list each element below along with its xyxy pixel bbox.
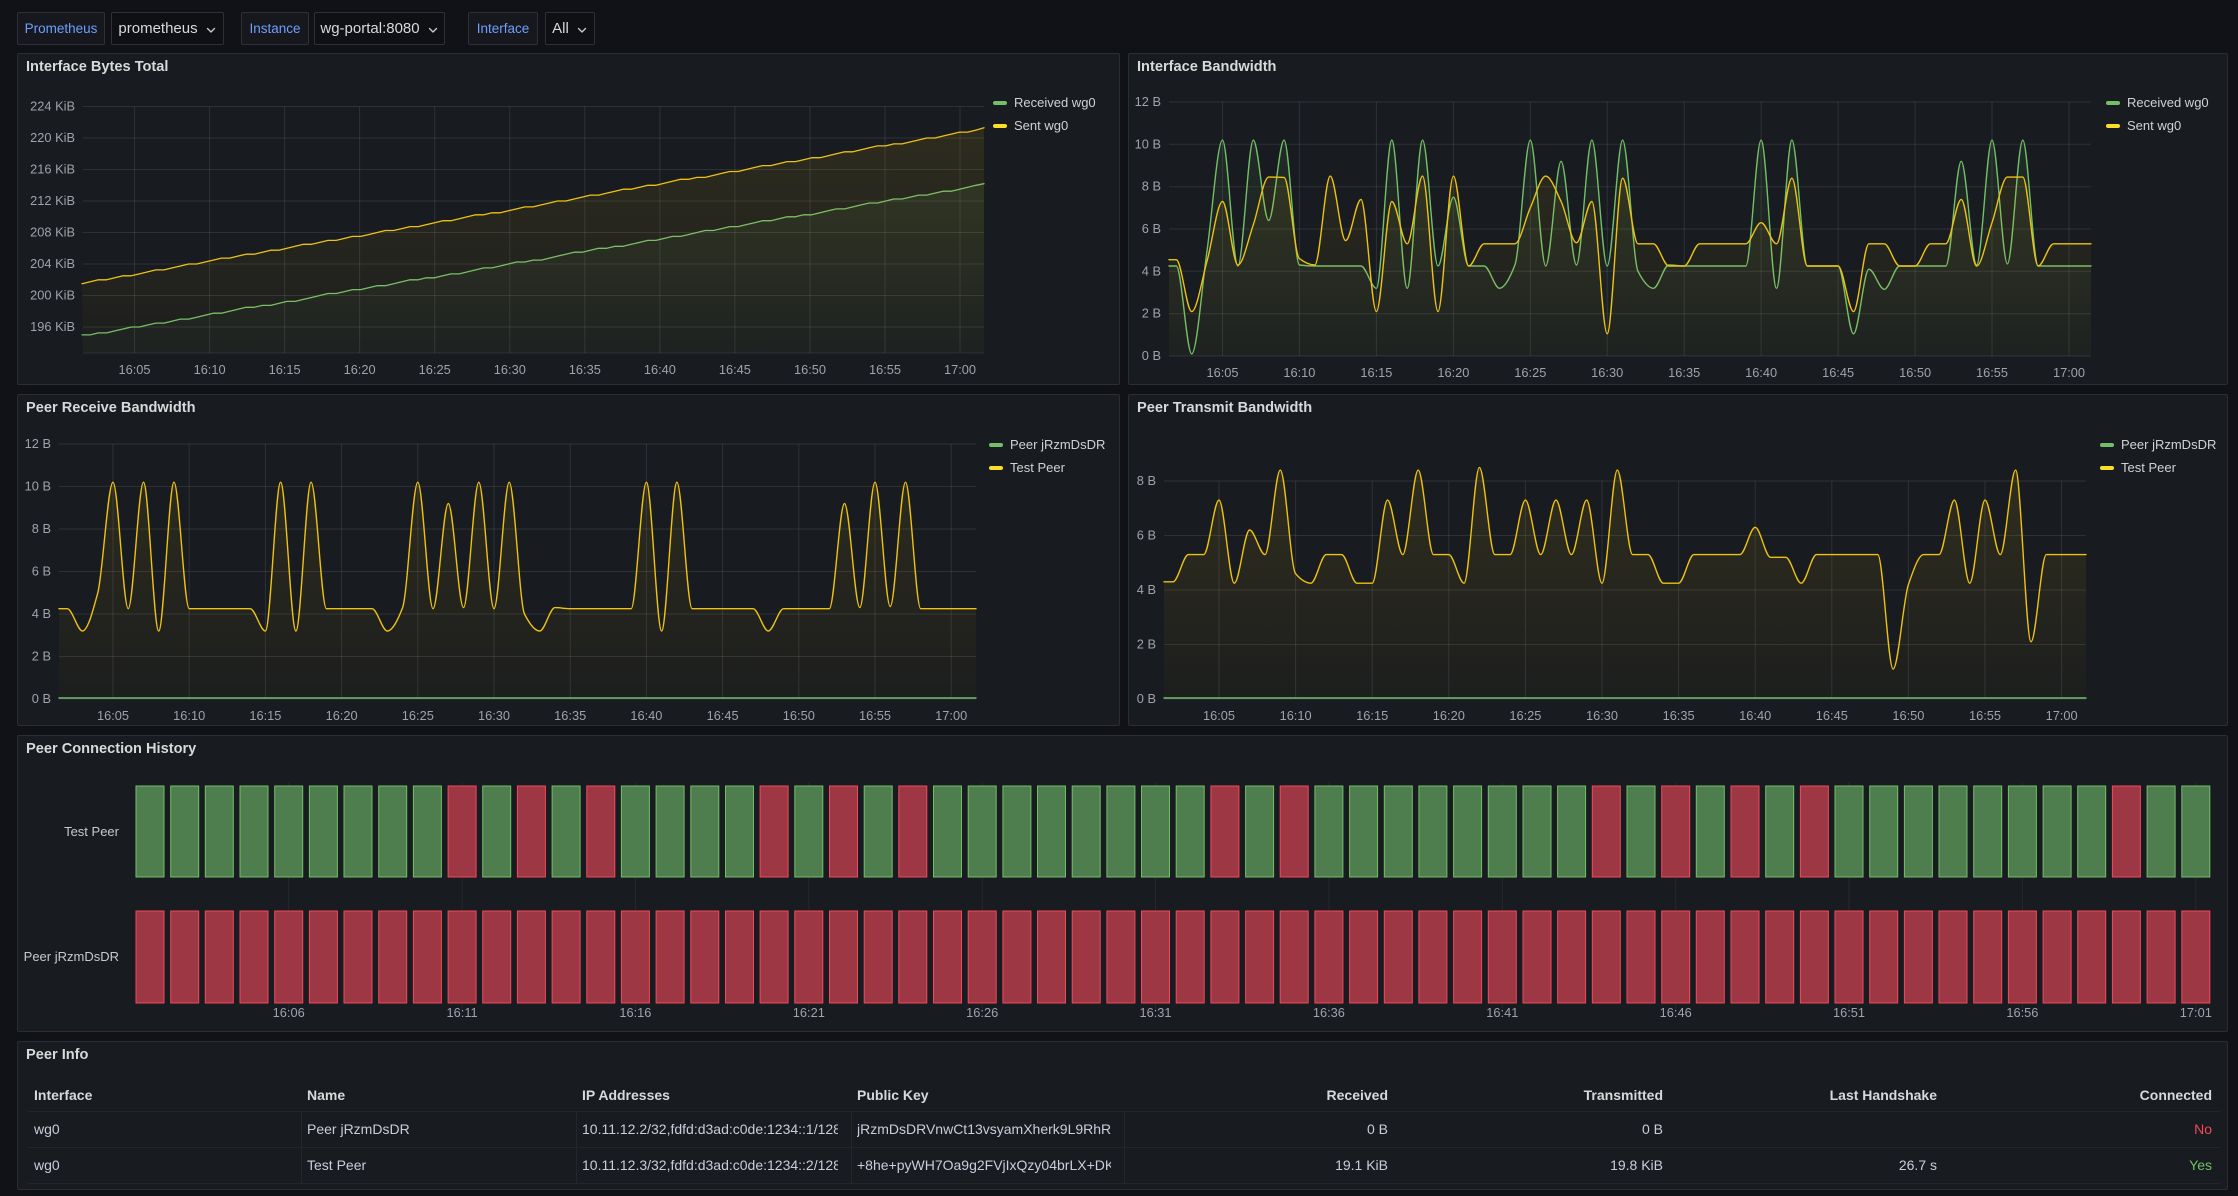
svg-text:196 KiB: 196 KiB <box>30 319 75 334</box>
svg-text:16:40: 16:40 <box>644 362 676 377</box>
svg-text:16:30: 16:30 <box>494 362 526 377</box>
svg-text:16:06: 16:06 <box>273 1005 305 1020</box>
svg-text:2 B: 2 B <box>1137 637 1156 652</box>
svg-text:16:05: 16:05 <box>1203 708 1235 723</box>
svg-text:17:00: 17:00 <box>944 362 976 377</box>
svg-text:16:21: 16:21 <box>793 1005 825 1020</box>
svg-text:16:10: 16:10 <box>1283 365 1315 380</box>
svg-text:16:25: 16:25 <box>1514 365 1546 380</box>
svg-text:220 KiB: 220 KiB <box>30 130 75 145</box>
svg-text:16:41: 16:41 <box>1486 1005 1518 1020</box>
svg-text:10 B: 10 B <box>1135 136 1161 151</box>
svg-text:16:20: 16:20 <box>1433 708 1465 723</box>
svg-text:16:20: 16:20 <box>326 708 358 723</box>
svg-text:2 B: 2 B <box>32 649 51 664</box>
svg-text:16:55: 16:55 <box>869 362 901 377</box>
svg-text:0 B: 0 B <box>32 691 51 706</box>
svg-text:16:45: 16:45 <box>1822 365 1854 380</box>
svg-text:16:20: 16:20 <box>1437 365 1469 380</box>
svg-text:200 KiB: 200 KiB <box>30 288 75 303</box>
svg-text:6 B: 6 B <box>32 564 51 579</box>
svg-text:16:46: 16:46 <box>1660 1005 1692 1020</box>
svg-text:16:40: 16:40 <box>630 708 662 723</box>
svg-text:8 B: 8 B <box>32 521 51 536</box>
svg-text:4 B: 4 B <box>32 606 51 621</box>
svg-text:16:10: 16:10 <box>173 708 205 723</box>
svg-text:10 B: 10 B <box>25 479 51 494</box>
svg-text:16:10: 16:10 <box>1280 708 1312 723</box>
svg-text:17:00: 17:00 <box>2053 365 2085 380</box>
svg-text:16:35: 16:35 <box>1668 365 1700 380</box>
svg-text:12 B: 12 B <box>25 436 51 451</box>
svg-text:216 KiB: 216 KiB <box>30 162 75 177</box>
svg-text:Test Peer: Test Peer <box>64 824 120 839</box>
svg-text:16:10: 16:10 <box>194 362 226 377</box>
svg-text:16:05: 16:05 <box>118 362 150 377</box>
svg-text:4 B: 4 B <box>1137 582 1156 597</box>
svg-text:16:55: 16:55 <box>859 708 891 723</box>
svg-text:16:55: 16:55 <box>1976 365 2008 380</box>
svg-text:6 B: 6 B <box>1137 528 1156 543</box>
svg-text:16:50: 16:50 <box>1892 708 1924 723</box>
svg-text:8 B: 8 B <box>1137 473 1156 488</box>
svg-text:0 B: 0 B <box>1142 348 1161 363</box>
svg-text:0 B: 0 B <box>1137 691 1156 706</box>
svg-text:16:15: 16:15 <box>269 362 301 377</box>
svg-text:16:20: 16:20 <box>344 362 376 377</box>
svg-text:16:15: 16:15 <box>1360 365 1392 380</box>
svg-text:16:25: 16:25 <box>1509 708 1541 723</box>
svg-text:16:35: 16:35 <box>554 708 586 723</box>
svg-text:2 B: 2 B <box>1142 306 1161 321</box>
svg-text:16:36: 16:36 <box>1313 1005 1345 1020</box>
svg-text:17:01: 17:01 <box>2180 1005 2212 1020</box>
svg-text:16:30: 16:30 <box>1591 365 1623 380</box>
svg-text:16:45: 16:45 <box>719 362 751 377</box>
svg-text:16:51: 16:51 <box>1833 1005 1865 1020</box>
svg-text:12 B: 12 B <box>1135 94 1161 109</box>
svg-text:16:45: 16:45 <box>1816 708 1848 723</box>
svg-text:16:50: 16:50 <box>794 362 826 377</box>
svg-text:224 KiB: 224 KiB <box>30 99 75 114</box>
svg-text:16:35: 16:35 <box>1663 708 1695 723</box>
svg-text:16:30: 16:30 <box>1586 708 1618 723</box>
svg-text:16:56: 16:56 <box>2006 1005 2038 1020</box>
svg-text:16:26: 16:26 <box>966 1005 998 1020</box>
svg-text:208 KiB: 208 KiB <box>30 225 75 240</box>
svg-text:6 B: 6 B <box>1142 221 1161 236</box>
svg-text:16:05: 16:05 <box>1206 365 1238 380</box>
svg-text:16:50: 16:50 <box>783 708 815 723</box>
svg-text:16:40: 16:40 <box>1739 708 1771 723</box>
svg-text:16:11: 16:11 <box>447 1005 478 1020</box>
svg-text:16:15: 16:15 <box>1356 708 1388 723</box>
svg-text:16:45: 16:45 <box>707 708 739 723</box>
svg-text:4 B: 4 B <box>1142 263 1161 278</box>
svg-text:212 KiB: 212 KiB <box>30 193 75 208</box>
svg-text:16:55: 16:55 <box>1969 708 2001 723</box>
svg-text:16:15: 16:15 <box>249 708 281 723</box>
svg-text:204 KiB: 204 KiB <box>30 256 75 271</box>
svg-text:16:05: 16:05 <box>97 708 129 723</box>
svg-text:17:00: 17:00 <box>2046 708 2078 723</box>
svg-text:8 B: 8 B <box>1142 179 1161 194</box>
svg-text:Peer jRzmDsDR: Peer jRzmDsDR <box>24 949 119 964</box>
svg-text:16:30: 16:30 <box>478 708 510 723</box>
svg-text:16:31: 16:31 <box>1139 1005 1171 1020</box>
svg-text:16:16: 16:16 <box>619 1005 651 1020</box>
svg-text:16:35: 16:35 <box>569 362 601 377</box>
svg-text:16:50: 16:50 <box>1899 365 1931 380</box>
svg-text:16:40: 16:40 <box>1745 365 1777 380</box>
svg-text:16:25: 16:25 <box>402 708 434 723</box>
svg-text:16:25: 16:25 <box>419 362 451 377</box>
svg-text:17:00: 17:00 <box>935 708 967 723</box>
